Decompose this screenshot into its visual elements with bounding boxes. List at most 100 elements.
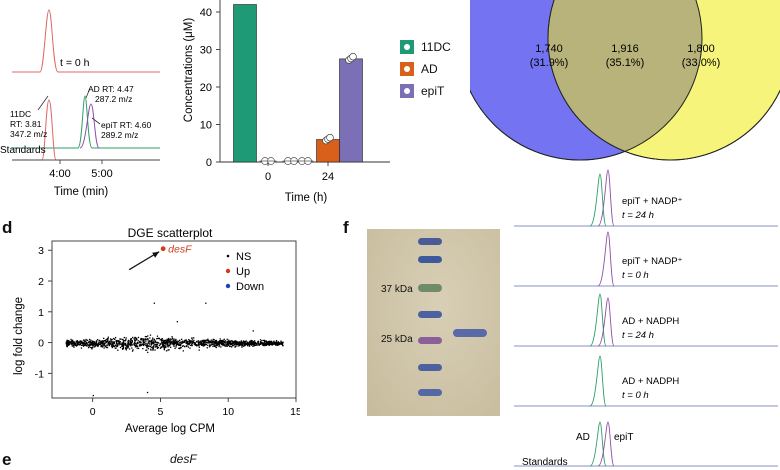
ns-point xyxy=(253,341,255,344)
ns-point xyxy=(96,339,99,341)
ns-point xyxy=(223,343,225,345)
ns-point xyxy=(166,338,168,340)
ns-point xyxy=(186,340,188,342)
ns-point xyxy=(268,343,270,345)
scatter-xtick-label: 15 xyxy=(290,406,300,418)
ns-point xyxy=(91,340,93,342)
ns-point xyxy=(141,338,143,340)
ns-point xyxy=(90,347,93,349)
ns-point xyxy=(89,341,91,343)
ns-point xyxy=(111,345,113,347)
ns-point xyxy=(165,339,167,341)
ns-point xyxy=(237,343,239,345)
bar-ytick-label: 0 xyxy=(206,157,212,169)
ns-point xyxy=(91,341,94,344)
ns-point xyxy=(136,345,138,347)
ns-point xyxy=(215,341,218,343)
ns-point xyxy=(241,346,243,348)
ns-point xyxy=(184,340,186,343)
ns-point xyxy=(65,343,68,345)
ns-point xyxy=(134,343,137,345)
ns-point xyxy=(125,338,127,341)
ns-point xyxy=(83,340,85,342)
ns-point xyxy=(144,343,146,345)
ns-point xyxy=(210,340,212,342)
venn-diagram: 1,740 (31.9%) 1,916 (35.1%) 1,800 (33.0%… xyxy=(470,0,780,161)
ns-point xyxy=(183,341,185,343)
ns-point xyxy=(198,345,200,347)
ns-point xyxy=(252,345,254,347)
ns-point xyxy=(214,341,217,343)
ns-point xyxy=(88,345,91,347)
ns-point xyxy=(124,342,127,345)
ns-point xyxy=(174,347,176,350)
ns-point xyxy=(164,343,166,345)
ladder-lane xyxy=(415,229,445,416)
ns-point xyxy=(282,341,284,343)
ns-point xyxy=(78,342,80,344)
ns-point xyxy=(81,341,84,344)
ns-point xyxy=(159,342,161,345)
standards-label: Standards xyxy=(0,145,46,156)
ladder-band xyxy=(418,311,442,318)
ns-point xyxy=(280,343,283,345)
ns-point xyxy=(161,342,164,344)
ns-point xyxy=(220,343,223,346)
ns-point xyxy=(116,344,118,346)
ns-point xyxy=(161,339,164,342)
ns-point xyxy=(279,343,281,345)
ns-point xyxy=(239,343,241,345)
ns-point xyxy=(185,342,187,344)
ad-label-1: AD RT: 4.47 xyxy=(88,84,134,94)
ns-point xyxy=(162,344,164,346)
ns-point xyxy=(98,339,101,342)
ns-point xyxy=(168,340,171,342)
ns-point xyxy=(163,341,166,343)
ns-point xyxy=(262,344,264,346)
ns-point xyxy=(179,341,181,344)
ns-point xyxy=(80,341,83,344)
ns-point xyxy=(269,341,272,343)
ns-point xyxy=(156,338,158,340)
trace-2-label-1: epiT + NADP⁺ xyxy=(622,256,683,267)
ns-point xyxy=(102,343,105,345)
ns-point xyxy=(185,341,188,343)
ns-point xyxy=(230,340,232,342)
ns-point xyxy=(152,342,155,345)
ns-point xyxy=(101,340,103,343)
ns-point xyxy=(249,344,251,346)
dc11-label-3: 347.2 m/z xyxy=(10,129,47,139)
ns-point xyxy=(252,330,254,332)
ns-point xyxy=(267,343,269,345)
ns-point xyxy=(176,342,178,344)
ns-point xyxy=(221,340,223,342)
ns-point xyxy=(224,341,226,344)
ns-point xyxy=(259,339,262,341)
ns-point xyxy=(90,339,92,341)
ns-point xyxy=(103,347,105,349)
ns-point xyxy=(125,337,127,339)
ns-point xyxy=(173,338,175,340)
trace-epit xyxy=(79,103,100,149)
ns-point xyxy=(147,340,149,342)
ns-point xyxy=(103,341,105,343)
panel-e-gene: desF xyxy=(170,452,197,466)
ns-point xyxy=(114,344,117,346)
ns-point xyxy=(208,340,210,342)
ns-point xyxy=(253,343,256,345)
standards-trace-11dc xyxy=(12,99,160,161)
ns-point xyxy=(208,340,210,343)
ns-point xyxy=(253,345,255,347)
ns-point xyxy=(171,336,173,338)
bar-xlabel: Time (h) xyxy=(285,192,328,204)
ns-point xyxy=(154,342,156,344)
ns-point xyxy=(99,342,102,344)
ns-point xyxy=(246,344,249,346)
ns-point xyxy=(171,337,174,339)
ns-point xyxy=(151,343,153,345)
ns-point xyxy=(157,346,160,349)
ns-point xyxy=(142,340,144,343)
bar-xtick-label: 24 xyxy=(322,171,334,183)
ns-point xyxy=(262,339,265,342)
ns-point xyxy=(229,341,232,344)
